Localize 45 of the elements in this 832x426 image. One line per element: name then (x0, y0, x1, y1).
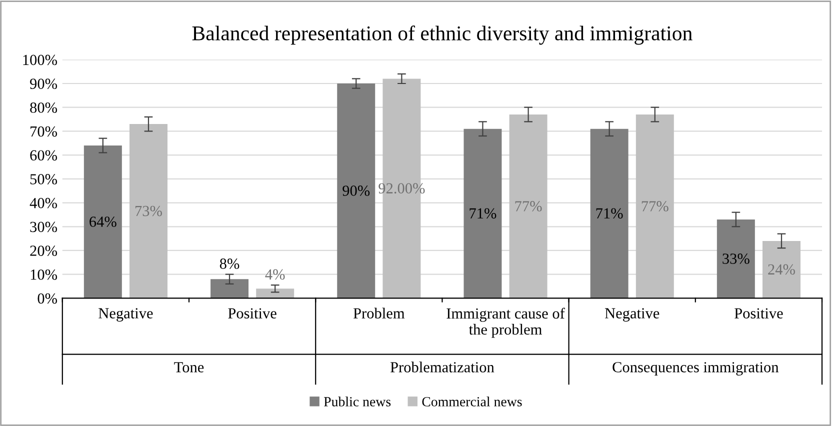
data-label: 71% (596, 208, 623, 219)
y-tick-label: 60% (30, 150, 58, 161)
data-label: 73% (135, 206, 162, 216)
y-tick-label: 40% (30, 198, 58, 208)
data-label: 90% (342, 186, 370, 196)
data-label: 77% (515, 201, 542, 212)
text: Tone (174, 362, 204, 372)
bar (84, 146, 122, 298)
bar (590, 128, 628, 298)
y-tick-label: 50% (30, 174, 58, 184)
data-label: 8% (220, 258, 240, 269)
text: Problematization (390, 362, 494, 372)
bar (256, 288, 294, 298)
y-tick-label: 10% (30, 269, 58, 280)
x-tick-label: Negative (98, 308, 153, 322)
bar (210, 279, 249, 298)
bar (130, 124, 168, 298)
data-label: 33% (722, 254, 750, 264)
y-tick-label: 70% (30, 126, 58, 137)
data-label: 24% (768, 264, 795, 275)
y-tick-label: 80% (30, 102, 58, 113)
y-tick-label: 30% (30, 222, 58, 232)
legend-label: Commercial news (422, 396, 522, 406)
y-tick-label: 0% (38, 293, 58, 304)
bar (464, 128, 502, 298)
x-tick-label: Positive (734, 308, 783, 318)
bar (636, 114, 674, 298)
data-label: 77% (642, 201, 668, 212)
text: Consequences immigration (612, 362, 779, 376)
bar (509, 114, 548, 298)
chart-title: Balanced representation of ethnic diversity and immigration (192, 26, 692, 45)
y-tick-label: 20% (30, 246, 58, 256)
data-label: 71% (470, 208, 496, 219)
y-tick-label: 90% (30, 78, 58, 89)
legend-label: Public news (324, 396, 391, 406)
y-tick-label: 100% (23, 54, 58, 66)
x-tick-label: Positive (228, 308, 276, 318)
bar (716, 219, 755, 298)
x-tick-label: Negative (604, 308, 660, 322)
x-tick-label: Immigrant cause of the problem (446, 308, 565, 338)
bar (762, 240, 800, 298)
data-label: 64% (90, 216, 116, 227)
bar (337, 83, 376, 298)
x-tick-label: Problem (353, 308, 405, 318)
data-label: 4% (265, 269, 285, 280)
